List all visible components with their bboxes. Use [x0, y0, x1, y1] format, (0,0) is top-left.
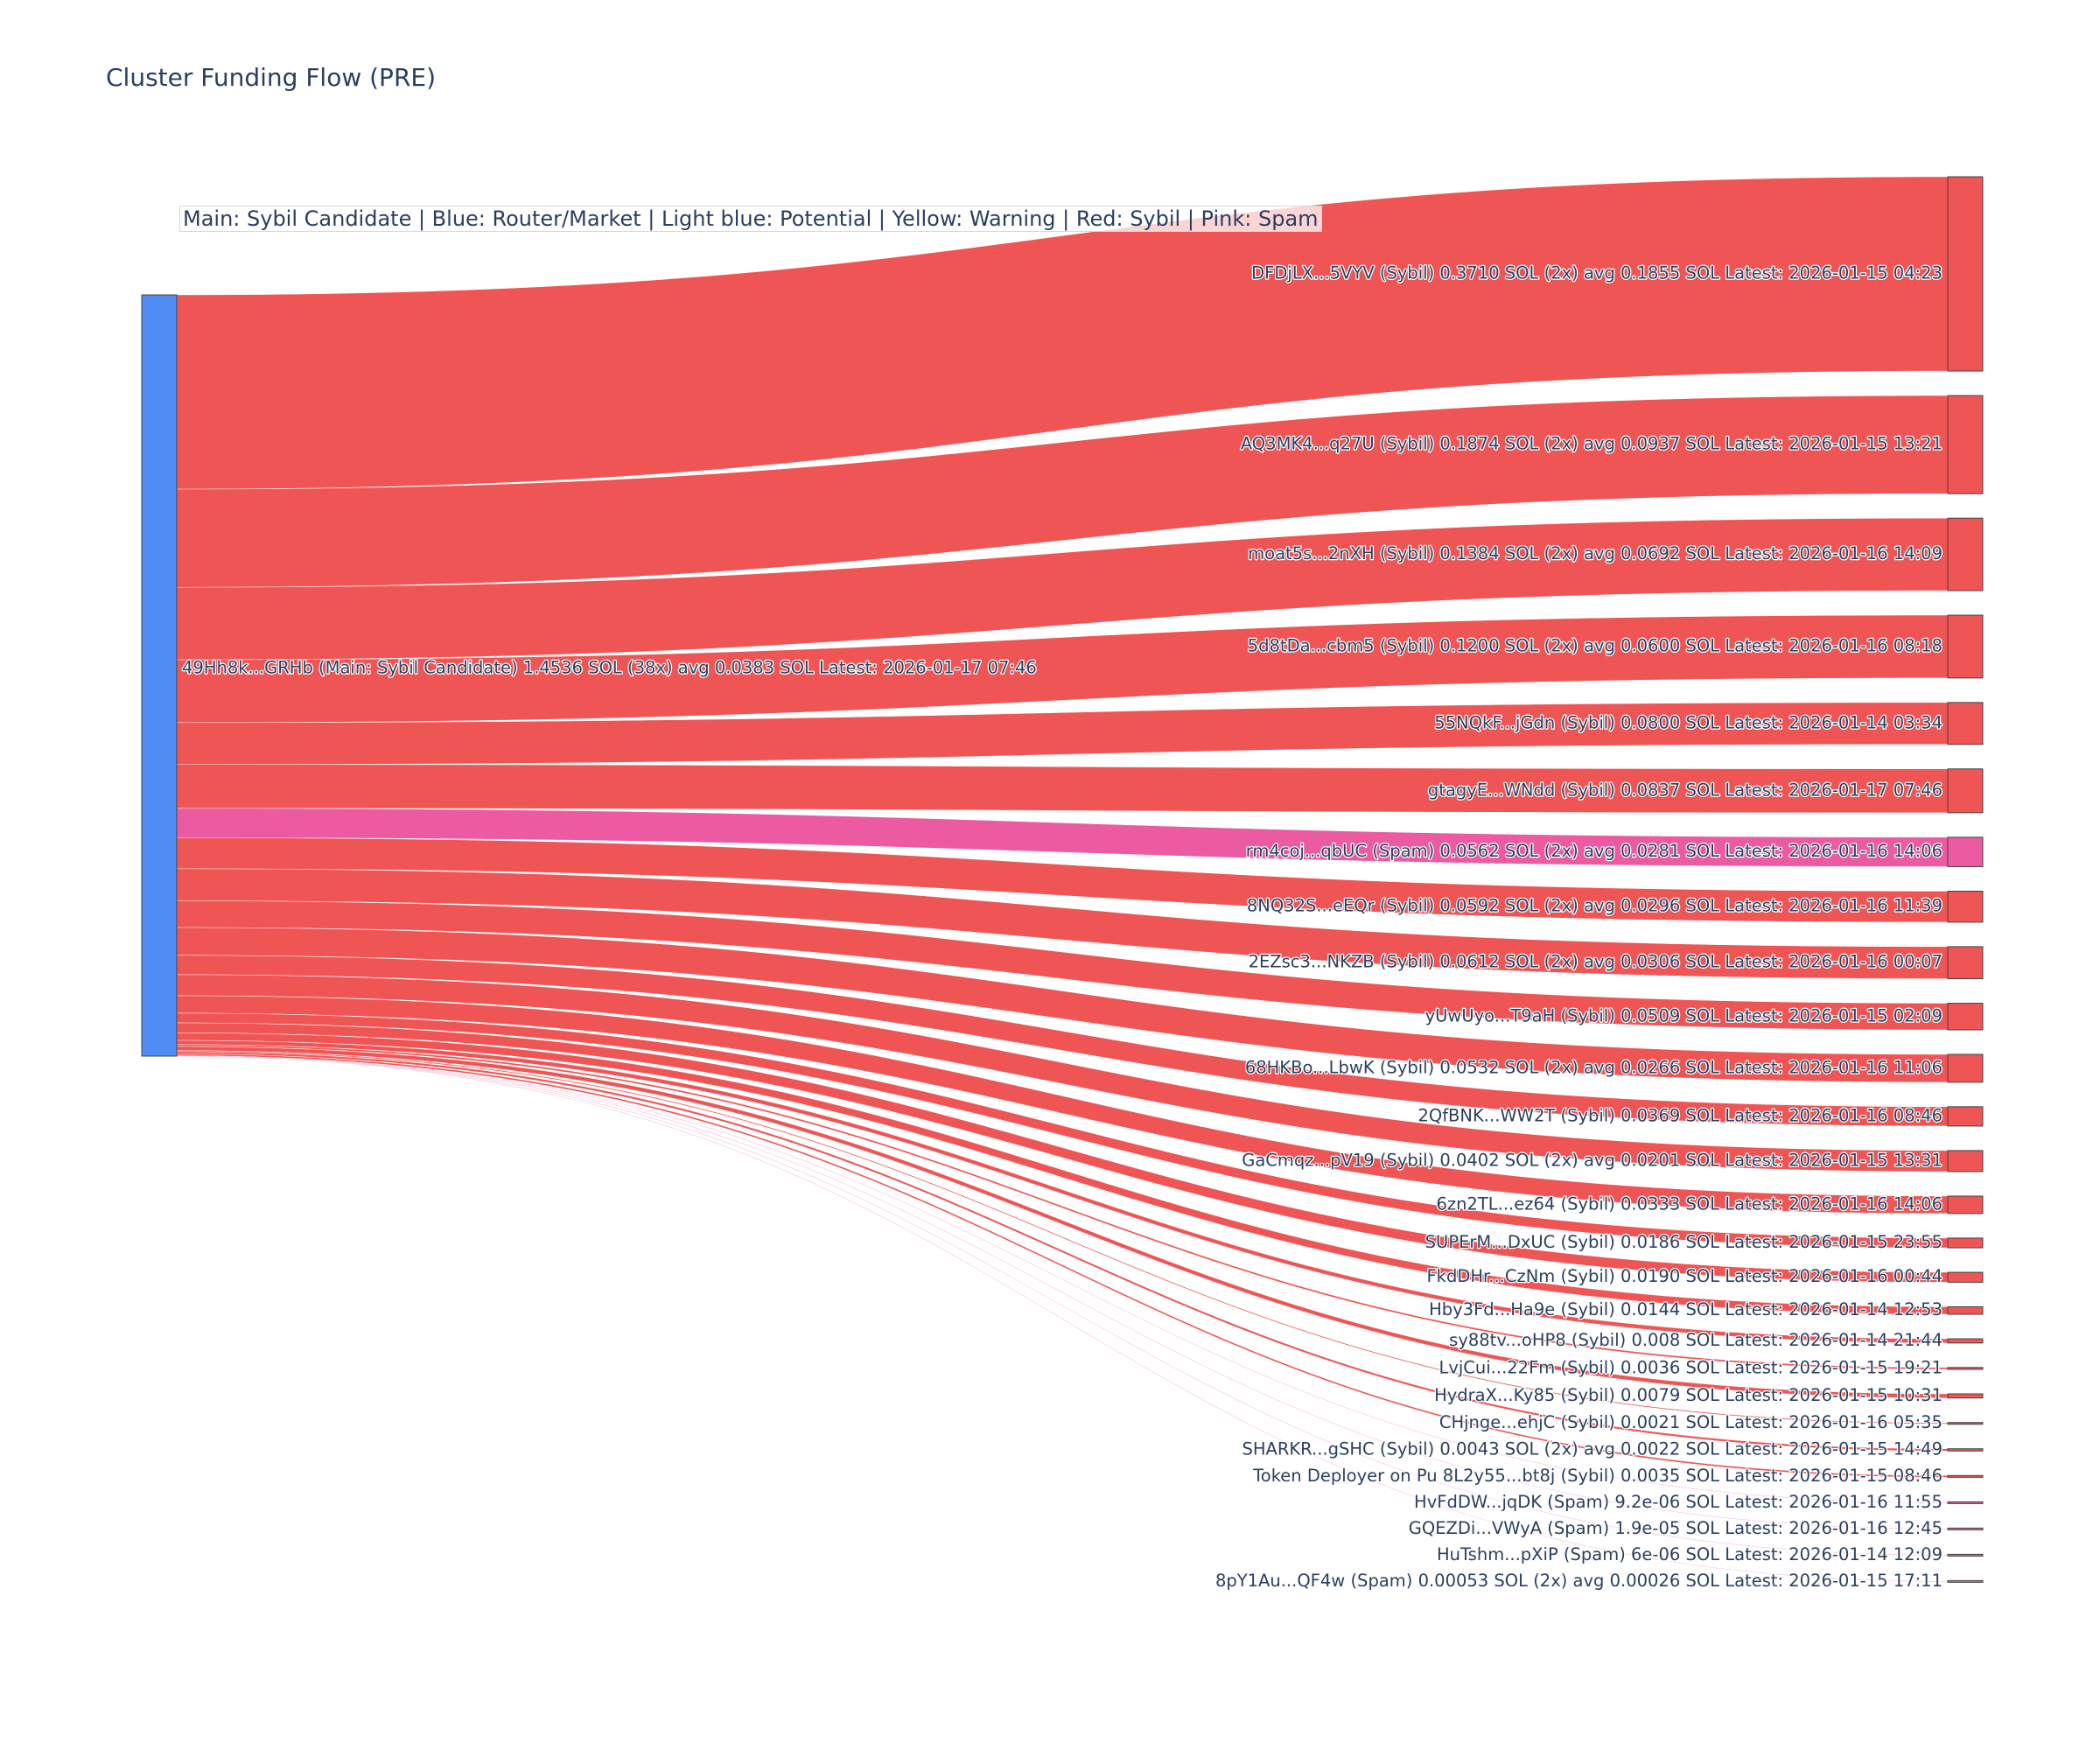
target-node[interactable]	[1947, 1367, 1984, 1370]
target-node[interactable]	[1947, 768, 1984, 814]
target-node-label: 5d8tDa...cbm5 (Sybil) 0.1200 SOL (2x) av…	[1248, 635, 1942, 655]
target-node-label: GaCmqz...pV19 (Sybil) 0.0402 SOL (2x) av…	[1242, 1150, 1942, 1170]
target-node-label: gtagyE...WNdd (Sybil) 0.0837 SOL Latest:…	[1428, 780, 1942, 800]
target-node[interactable]	[1947, 1150, 1984, 1172]
target-node-label: SHARKR...gSHC (Sybil) 0.0043 SOL (2x) av…	[1242, 1439, 1942, 1460]
target-node-label: HydraX...Ky85 (Sybil) 0.0079 SOL Latest:…	[1434, 1385, 1942, 1405]
target-node-label: rm4coj...qbUC (Spam) 0.0562 SOL (2x) avg…	[1246, 841, 1942, 861]
target-node-label: 6zn2TL...ez64 (Sybil) 0.0333 SOL Latest:…	[1436, 1194, 1942, 1214]
target-node-label: AQ3MK4...q27U (Sybil) 0.1874 SOL (2x) av…	[1241, 434, 1942, 454]
target-node[interactable]	[1947, 702, 1984, 746]
target-node[interactable]	[1947, 176, 1984, 372]
target-node[interactable]	[1947, 395, 1984, 494]
target-node[interactable]	[1947, 1195, 1984, 1214]
target-node[interactable]	[1947, 1338, 1984, 1344]
target-node-label: Token Deployer on Pu 8L2y55...bt8j (Sybi…	[1252, 1466, 1942, 1486]
target-node-label: FkdDHr...CzNm (Sybil) 0.0190 SOL Latest:…	[1426, 1266, 1942, 1286]
target-node-label: CHjnge...ehjC (Sybil) 0.0021 SOL Latest:…	[1439, 1412, 1942, 1432]
target-node[interactable]	[1947, 1474, 1984, 1478]
target-node[interactable]	[1947, 1448, 1984, 1452]
target-node-label: 8pY1Au...QF4w (Spam) 0.00053 SOL (2x) av…	[1215, 1571, 1942, 1591]
target-node[interactable]	[1947, 517, 1984, 592]
target-node-label: sy88tv...oHP8 (Sybil) 0.008 SOL Latest: …	[1449, 1330, 1942, 1350]
target-node[interactable]	[1947, 1579, 1984, 1583]
target-node-label: HvFdDW...jqDK (Spam) 9.2e-06 SOL Latest:…	[1414, 1492, 1942, 1512]
target-node[interactable]	[1947, 1271, 1984, 1283]
source-node-label: 49Hh8k...GRHb (Main: Sybil Candidate) 1.…	[182, 658, 1037, 678]
target-node[interactable]	[1947, 1054, 1984, 1083]
target-node[interactable]	[1947, 1527, 1984, 1530]
target-node[interactable]	[1947, 1501, 1984, 1504]
target-node-label: LvjCui...22Fm (Sybil) 0.0036 SOL Latest:…	[1438, 1357, 1942, 1377]
target-node[interactable]	[1947, 946, 1984, 980]
target-node[interactable]	[1947, 1306, 1984, 1315]
target-node[interactable]	[1947, 836, 1984, 867]
target-node-label: HuTshm...pXiP (Spam) 6e-06 SOL Latest: 2…	[1437, 1544, 1942, 1564]
target-node[interactable]	[1947, 1237, 1984, 1249]
target-node[interactable]	[1947, 1553, 1984, 1557]
target-node-label: moat5s...2nXH (Sybil) 0.1384 SOL (2x) av…	[1248, 543, 1942, 564]
color-legend-annotation: Main: Sybil Candidate | Blue: Router/Mar…	[179, 206, 1322, 232]
labels-layer: 49Hh8k...GRHb (Main: Sybil Candidate) 1.…	[181, 262, 1944, 1592]
links-layer	[176, 176, 1949, 1582]
target-node[interactable]	[1947, 1393, 1984, 1399]
source-node[interactable]	[141, 294, 178, 1057]
target-node[interactable]	[1947, 1003, 1984, 1031]
target-node-label: 8NQ32S...eEQr (Sybil) 0.0592 SOL (2x) av…	[1247, 896, 1942, 916]
target-node-label: 68HKBo...LbwK (Sybil) 0.0532 SOL (2x) av…	[1245, 1057, 1942, 1077]
chart-title: Cluster Funding Flow (PRE)	[106, 63, 437, 92]
target-node-label: GQEZDi...VWyA (Spam) 1.9e-05 SOL Latest:…	[1409, 1518, 1942, 1538]
target-node-label: SUPErM...DxUC (Sybil) 0.0186 SOL Latest:…	[1425, 1232, 1942, 1252]
target-node-label: 55NQkF...jGdn (Sybil) 0.0800 SOL Latest:…	[1434, 712, 1942, 732]
target-node-label: yUwUyo...T9aH (Sybil) 0.0509 SOL Latest:…	[1425, 1005, 1942, 1026]
target-node[interactable]	[1947, 1422, 1984, 1425]
nodes-layer	[141, 176, 1984, 1583]
target-node[interactable]	[1947, 614, 1984, 679]
target-node[interactable]	[1947, 1106, 1984, 1127]
target-node-label: 2EZsc3...NKZB (Sybil) 0.0612 SOL (2x) av…	[1249, 952, 1942, 972]
target-node-label: 2QfBNK...WW2T (Sybil) 0.0369 SOL Latest:…	[1418, 1105, 1942, 1125]
target-node[interactable]	[1947, 890, 1984, 923]
target-node-label: DFDjLX...5VYV (Sybil) 0.3710 SOL (2x) av…	[1251, 263, 1942, 284]
target-node-label: Hby3Fd...Ha9e (Sybil) 0.0144 SOL Latest:…	[1429, 1299, 1942, 1320]
